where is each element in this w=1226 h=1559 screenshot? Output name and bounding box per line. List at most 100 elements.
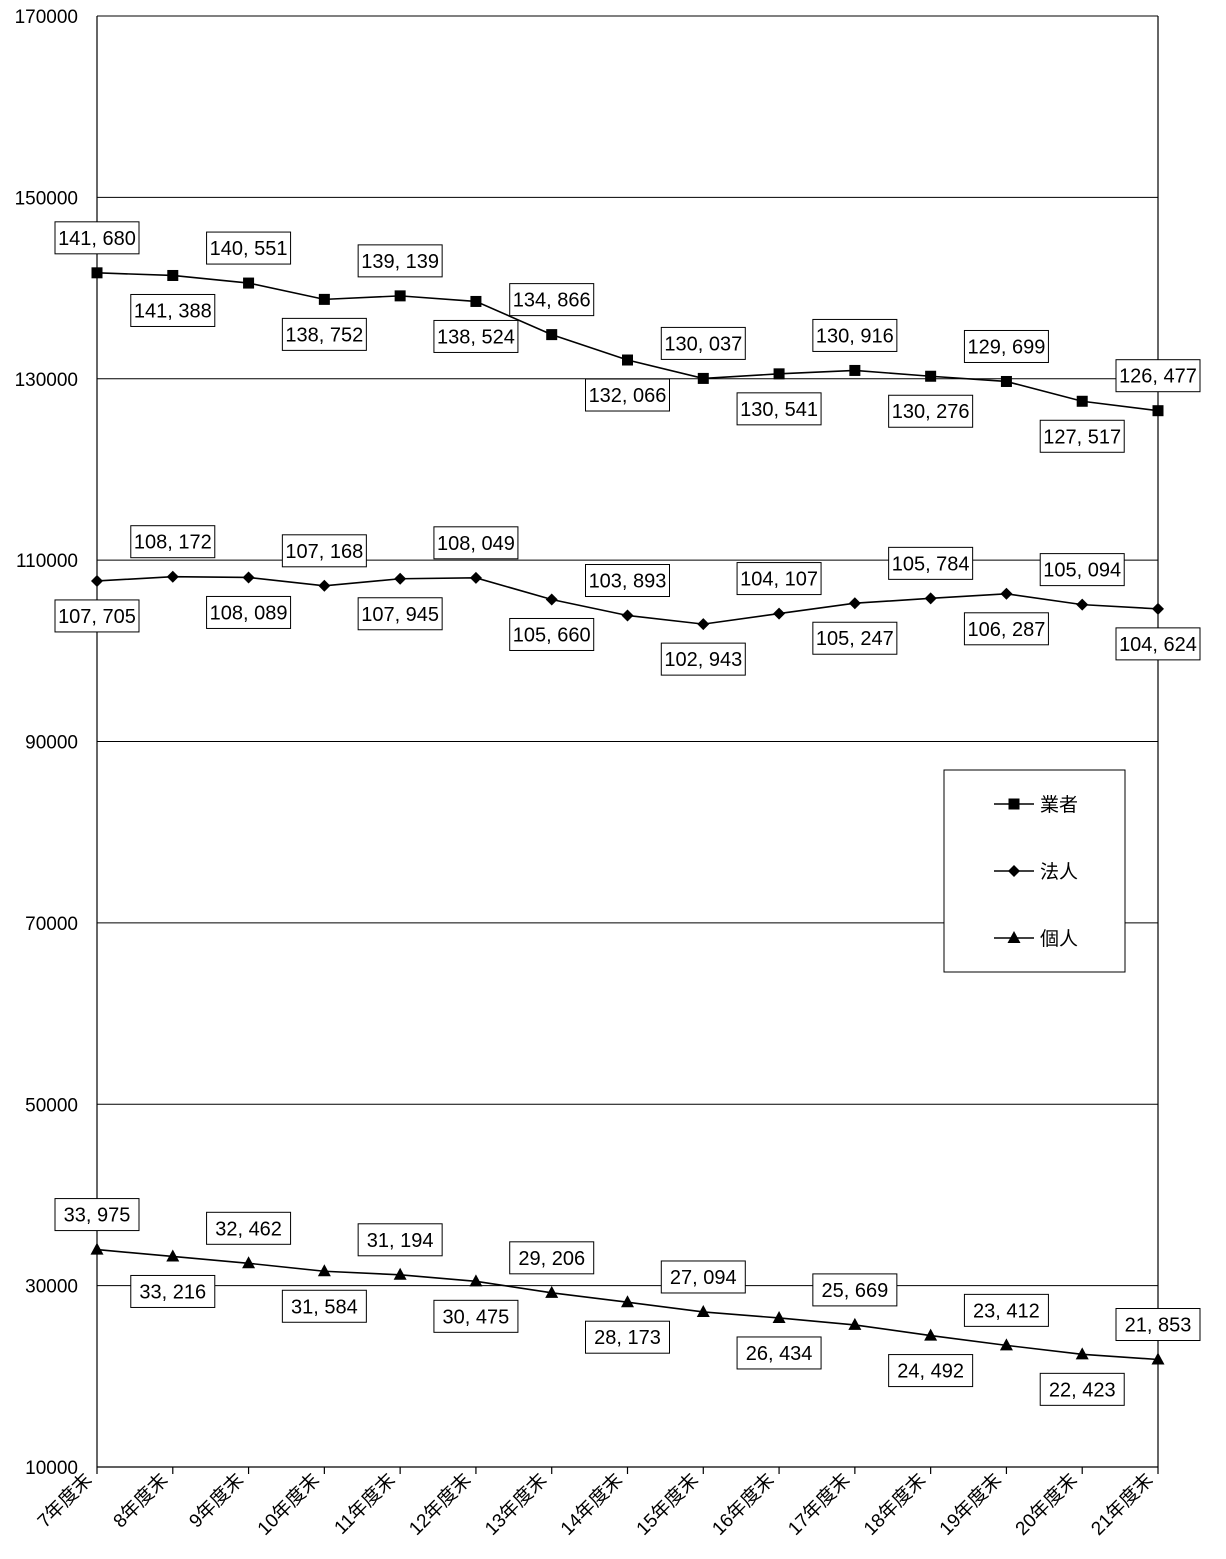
x-tick-label: 12年度末	[405, 1469, 476, 1540]
data-label: 31, 584	[281, 1289, 367, 1323]
data-label: 105, 247	[812, 621, 898, 655]
data-label-box	[585, 1320, 670, 1354]
data-label-text: 105, 247	[816, 628, 894, 650]
data-label-text: 130, 916	[816, 325, 894, 347]
data-point-marker	[243, 277, 255, 289]
x-tick-label: 18年度末	[859, 1469, 930, 1540]
data-point-marker	[469, 571, 482, 584]
data-label-text: 108, 172	[134, 532, 212, 554]
data-label-text: 139, 139	[361, 251, 439, 273]
data-label: 139, 139	[357, 244, 443, 278]
data-label: 32, 462	[206, 1211, 292, 1245]
data-label-box	[585, 378, 670, 412]
data-point-marker	[621, 1295, 634, 1308]
data-label-text: 108, 049	[437, 533, 515, 555]
data-label-text: 33, 216	[139, 1281, 206, 1303]
data-label-text: 22, 423	[1049, 1379, 1116, 1401]
y-tick-label: 150000	[15, 188, 78, 209]
data-label: 33, 216	[130, 1274, 216, 1308]
data-label: 107, 945	[357, 597, 443, 631]
data-label-box	[206, 1211, 292, 1245]
data-label-box	[130, 1274, 216, 1308]
data-label: 138, 524	[433, 319, 519, 353]
data-label-box	[54, 1198, 140, 1232]
x-tick-label: 13年度末	[480, 1469, 551, 1540]
data-point-marker	[91, 574, 103, 587]
data-label-box	[888, 394, 974, 428]
data-label-box	[433, 319, 519, 353]
data-point-marker	[317, 1264, 331, 1277]
data-label-box	[206, 595, 292, 629]
data-label-text: 141, 388	[134, 300, 212, 322]
data-label-box	[888, 1354, 974, 1388]
data-label: 130, 916	[812, 318, 898, 352]
data-point-marker	[545, 593, 558, 606]
data-point-marker	[849, 364, 861, 376]
data-label-box	[281, 317, 367, 351]
data-label-box	[963, 1293, 1049, 1327]
data-label-text: 107, 168	[285, 541, 363, 563]
x-tick-label: 11年度末	[330, 1469, 400, 1539]
data-point-marker	[999, 1338, 1013, 1351]
data-label-text: 104, 107	[740, 569, 818, 591]
data-label-box	[1039, 419, 1125, 453]
data-label-box	[54, 599, 140, 633]
data-label-text: 31, 584	[291, 1296, 358, 1318]
legend-label: 法人	[1040, 861, 1078, 883]
data-label-text: 31, 194	[367, 1230, 434, 1252]
data-label-box	[736, 1336, 822, 1370]
data-point-marker	[925, 370, 937, 382]
data-point-marker	[773, 607, 786, 620]
data-point-marker	[1152, 602, 1164, 615]
data-label-box	[736, 562, 822, 596]
data-label-text: 129, 699	[967, 336, 1045, 358]
data-label-box	[736, 392, 822, 426]
data-point-marker	[167, 269, 179, 281]
x-tick-label: 14年度末	[556, 1469, 627, 1540]
data-point-marker	[166, 570, 179, 583]
data-label-box	[963, 329, 1049, 363]
data-label-text: 28, 173	[594, 1327, 661, 1349]
data-point-marker	[1075, 1347, 1089, 1360]
x-tick-label: 8年度末	[109, 1469, 172, 1532]
data-label-box	[812, 1273, 898, 1307]
x-axis-ticks: 7年度末 8年度末 9年度末 10年度末 11年度末 12年度末 13年度末 14年度末 15年…	[33, 1467, 1159, 1540]
data-label: 134, 866	[509, 283, 595, 317]
data-label-box	[54, 221, 140, 255]
data-label-text: 25, 669	[821, 1280, 888, 1302]
data-label: 23, 412	[963, 1293, 1049, 1327]
y-tick-label: 50000	[25, 1095, 78, 1116]
y-tick-label: 170000	[15, 7, 78, 28]
data-label-box	[1039, 553, 1125, 587]
data-label-box	[206, 231, 292, 265]
data-label-text: 106, 287	[967, 619, 1045, 641]
data-label: 108, 172	[130, 525, 216, 559]
data-label-text: 32, 462	[215, 1218, 282, 1240]
data-label-box	[812, 621, 898, 655]
x-tick-label: 10年度末	[253, 1469, 324, 1540]
data-label-box	[1039, 1372, 1125, 1406]
data-label-text: 126, 477	[1119, 366, 1197, 388]
data-label-box	[433, 1299, 519, 1333]
data-label-box	[888, 546, 974, 580]
data-label-box	[357, 244, 443, 278]
data-label: 25, 669	[812, 1273, 898, 1307]
data-point-marker	[924, 592, 937, 605]
data-label: 104, 624	[1115, 627, 1201, 661]
data-label-text: 108, 089	[210, 602, 288, 624]
data-label-layer: 141, 680 141, 388 140, 551 138, 752 139, 139…	[54, 221, 1201, 1406]
legend-item: 業者	[994, 794, 1078, 816]
data-label: 107, 705	[54, 599, 140, 633]
data-label: 30, 475	[433, 1299, 519, 1333]
data-label: 21, 853	[1115, 1308, 1201, 1342]
legend-item: 個人	[994, 928, 1078, 950]
data-point-marker	[318, 293, 330, 305]
data-point-marker	[697, 618, 710, 631]
y-tick-label: 70000	[25, 914, 78, 935]
data-label-box	[812, 318, 898, 352]
data-label-text: 141, 680	[58, 228, 136, 250]
legend-marker	[1008, 798, 1020, 810]
data-label: 130, 541	[736, 392, 822, 426]
data-point-marker	[622, 354, 633, 366]
